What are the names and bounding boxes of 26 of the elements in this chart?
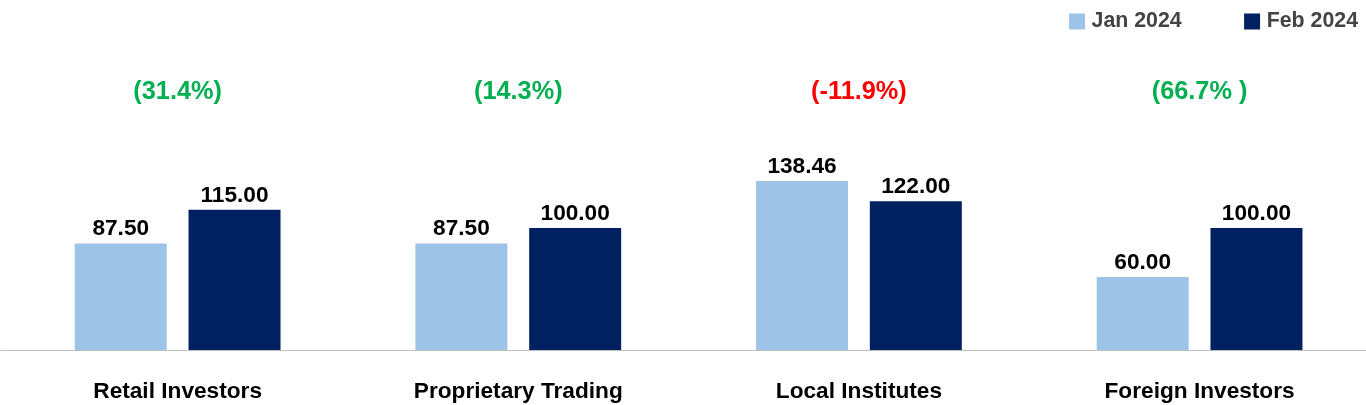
bar (415, 243, 508, 351)
data-label: 100.00 (1221, 199, 1292, 226)
data-label: 87.50 (433, 214, 490, 241)
text: (14.3%) (473, 75, 563, 104)
x-tick-label: Retail Investors (93, 376, 263, 403)
bar (529, 228, 622, 351)
bar (869, 201, 962, 351)
x-tick-label: Foreign Investors (1104, 376, 1295, 403)
data-label: 138.46 (767, 152, 837, 179)
data-label: 122.00 (881, 172, 951, 199)
bar (1096, 277, 1189, 351)
text: (-11.9%) (811, 75, 907, 104)
text: (31.4%) (133, 75, 222, 104)
legend-label: Feb 2024 (1266, 8, 1358, 33)
data-label: 100.00 (540, 199, 610, 226)
data-label: 60.00 (1114, 248, 1172, 275)
x-tick-label: Local Institutes (775, 376, 943, 403)
x-tick-label: Proprietary Trading (413, 376, 623, 403)
bar (1210, 228, 1303, 351)
data-label: 87.50 (92, 214, 150, 241)
bar (74, 243, 167, 351)
legend-label: Jan 2024 (1091, 8, 1182, 33)
text: (66.7% ) (1151, 75, 1248, 104)
bar (756, 181, 849, 351)
data-label: 115.00 (200, 180, 269, 207)
bar (188, 209, 281, 351)
